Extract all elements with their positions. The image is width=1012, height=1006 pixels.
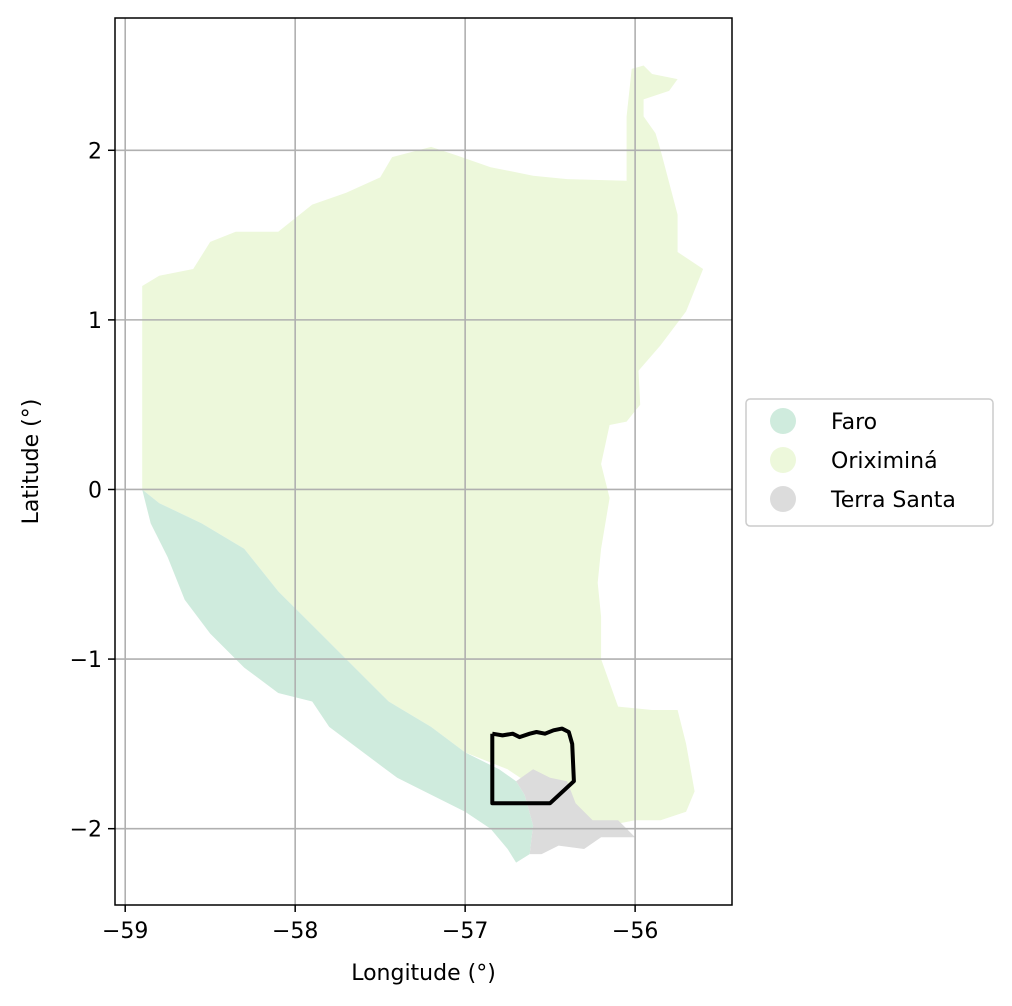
x-axis-title: Longitude (°) — [351, 961, 496, 986]
y-tick-label: 2 — [88, 139, 102, 164]
plot-frame — [114, 17, 733, 906]
x-tick-label: −57 — [442, 919, 488, 944]
region-oriximina-north — [626, 65, 678, 215]
legend-marker — [770, 447, 796, 473]
plot-area — [114, 17, 733, 906]
legend-label: Faro — [831, 410, 877, 435]
legend-label: Terra Santa — [830, 488, 956, 513]
legend-marker — [770, 408, 796, 434]
x-tick-label: −59 — [102, 919, 148, 944]
y-tick-label: −2 — [70, 818, 102, 843]
region-terra-santa — [516, 769, 636, 855]
x-axis: −59 −58 −57 −56 — [102, 905, 658, 944]
legend-box — [745, 398, 994, 527]
x-tick-label: −58 — [272, 919, 318, 944]
legend-marker — [770, 486, 796, 512]
regions-layer — [142, 65, 704, 863]
legend-label: Oriximiná — [831, 449, 938, 474]
grid-lines — [115, 18, 732, 905]
study-area-outline — [490, 726, 576, 806]
y-axis: 2 1 0 −1 −2 — [70, 139, 115, 843]
y-tick-label: −1 — [70, 648, 102, 673]
y-tick-label: 0 — [88, 478, 102, 503]
x-tick-label: −56 — [612, 919, 658, 944]
y-tick-label: 1 — [88, 309, 102, 334]
region-faro — [142, 489, 534, 863]
legend: Faro Oriximiná Terra Santa — [745, 398, 994, 527]
region-oriximina — [142, 146, 704, 826]
y-axis-title: Latitude (°) — [19, 399, 44, 525]
